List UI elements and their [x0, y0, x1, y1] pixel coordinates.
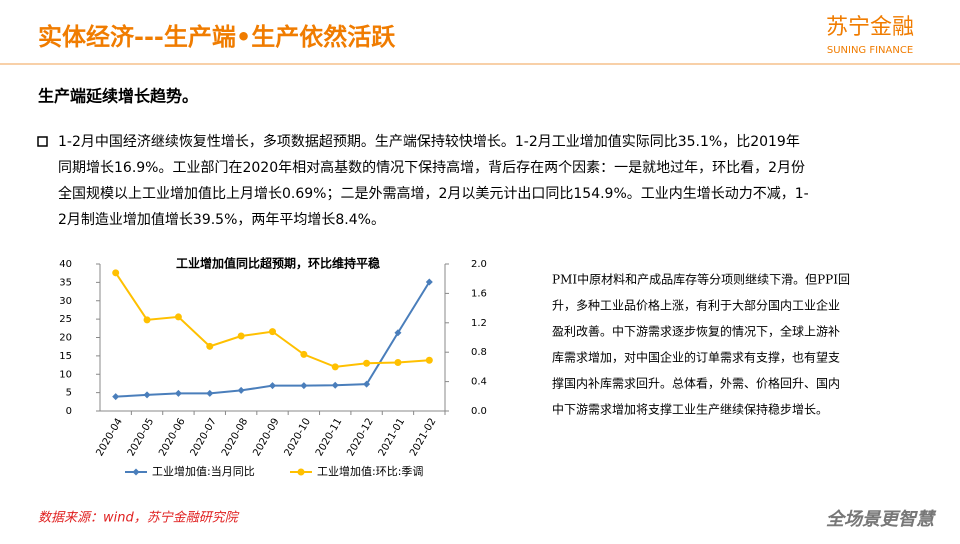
y-tick-label: 5 — [66, 388, 72, 399]
bullet — [37, 136, 48, 147]
point — [363, 359, 371, 367]
series-line — [114, 272, 430, 368]
paragraph-line: 全国规模以上工业增加值比上月增长0.69%；二是外需高增，2月以美元计出口同比1… — [58, 185, 809, 202]
y-tick-label: 35 — [59, 277, 72, 288]
point — [425, 278, 433, 286]
paragraph-line: 2月制造业增加值增长39.5%，两年平均增长8.4%。 — [58, 212, 385, 228]
point — [331, 363, 339, 371]
paragraph-line: 同期增长16.9%。工业部门在2020年相对高基数的情况下保持高增，背后存在两个… — [58, 159, 805, 176]
side-line: 撑国内补库需求回升。总体看，外需、价格回升、国内 — [552, 376, 840, 391]
chart: 工业增加值同比超预期，环比维持平稳 0 5 10 15 20 25 30 35 40 0.0 0.4 0… — [59, 256, 487, 479]
legend-marker — [132, 468, 140, 476]
x-tick-label: 2020-10 — [283, 417, 313, 459]
logo: 苏宁金融 — [826, 15, 914, 40]
x-tick-label: 2020-05 — [126, 417, 156, 459]
point — [174, 389, 182, 397]
point — [394, 329, 402, 337]
x-tick-label: 2020-07 — [189, 417, 219, 459]
title: 实体经济---生产端•生产依然活跃 — [38, 23, 396, 51]
point — [269, 328, 276, 336]
side-line: 盈利改善。中下游需求逐步恢复的情况下，全球上游补 — [552, 324, 840, 339]
x-tick-label: 2020-08 — [220, 417, 250, 459]
point — [269, 382, 276, 390]
x-tick-label: 2021-02 — [408, 417, 438, 459]
chart-title: 工业增加值同比超预期，环比维持平稳 — [176, 256, 380, 271]
side-line: 升，多种工业品价格上涨，有利于大部分国内工业企业 — [552, 298, 840, 313]
x-tick-label: 2020-11 — [314, 417, 344, 459]
point — [112, 269, 120, 277]
side-line: 中下游需求增加将支撑工业生产继续保持稳步增长。 — [552, 402, 828, 417]
paragraph-line: 1-2月中国经济继续恢复性增长，多项数据超预期。生产端保持较快增长。1-2月工业… — [58, 133, 800, 150]
y2-tick-label: 1.6 — [471, 288, 487, 299]
paragraph: 1-2月中国经济继续恢复性增长，多项数据超预期。生产端保持较快增长。1-2月工业… — [58, 133, 809, 228]
x-tick-label: 2020-04 — [94, 417, 124, 459]
y-tick-label: 40 — [59, 259, 72, 270]
x-tick-label: 2021-01 — [377, 417, 407, 459]
side-line: PMI中原材料和产成品库存等分项则继续下滑。但PPI回 — [552, 272, 850, 287]
y2-tick-label: 1.2 — [471, 318, 487, 329]
y-tick-label: 30 — [59, 296, 72, 307]
y-tick-label: 0 — [66, 406, 72, 417]
y-tick-label: 15 — [59, 351, 72, 362]
point — [143, 391, 151, 399]
logo-en: SUNING FINANCE — [827, 45, 913, 56]
point — [394, 358, 402, 366]
point — [206, 389, 214, 397]
y-tick-label: 10 — [59, 369, 72, 380]
y2-tick-label: 2.0 — [471, 259, 487, 270]
point — [237, 332, 245, 340]
x-tick-label: 2020-09 — [251, 417, 281, 459]
point — [425, 356, 433, 364]
point — [237, 386, 245, 394]
y-tick-label: 20 — [59, 333, 72, 344]
x-tick-label: 2020-06 — [157, 417, 187, 459]
point — [206, 342, 214, 350]
side-text: PMI中原材料和产成品库存等分项则继续下滑。但PPI回升，多种工业品价格上涨，有… — [552, 272, 850, 417]
point — [174, 313, 182, 321]
y2-tick-label: 0.4 — [471, 377, 487, 388]
footer-logo: 全场景更智慧 — [826, 509, 937, 530]
point — [363, 380, 371, 388]
legend-marker — [297, 468, 305, 476]
point — [143, 316, 151, 324]
y2-tick-label: 0.0 — [471, 406, 487, 417]
side-line: 库需求增加，对中国企业的订单需求有支撑，也有望支 — [552, 350, 840, 365]
series-line — [115, 281, 431, 398]
point — [112, 393, 120, 401]
legend-label: 工业增加值:当月同比 — [152, 464, 255, 478]
legend-label: 工业增加值:环比:季调 — [317, 464, 423, 478]
y2-tick-label: 0.8 — [471, 347, 487, 358]
x-tick-label: 2020-12 — [345, 417, 375, 459]
y-tick-label: 25 — [59, 314, 72, 325]
point — [300, 382, 308, 390]
subheading: 生产端延续增长趋势。 — [38, 87, 198, 106]
source: 数据来源：wind，苏宁金融研究院 — [38, 510, 240, 526]
point — [331, 381, 339, 389]
point — [300, 350, 308, 358]
